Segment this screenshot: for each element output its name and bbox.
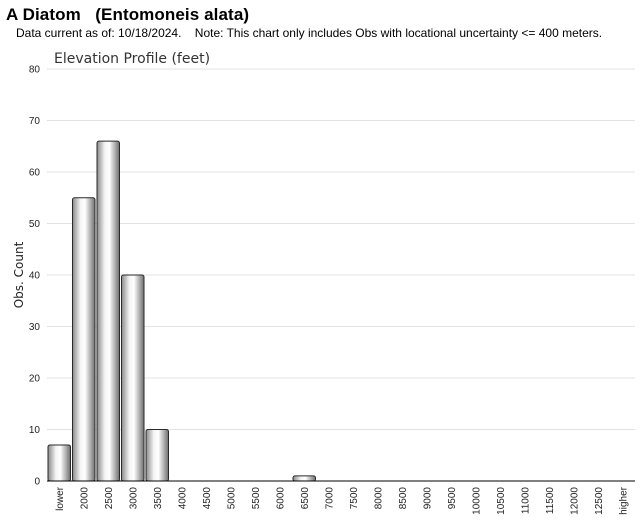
x-tick-label: 12000 (569, 487, 580, 515)
y-tick-label: 60 (29, 168, 41, 179)
bar-2000 (72, 197, 96, 482)
bar-6500 (292, 475, 316, 482)
x-tick-label: 6500 (300, 487, 311, 510)
x-tick-label: 2500 (104, 487, 115, 510)
data-note: Data current as of: 10/18/2024. Note: Th… (16, 26, 603, 40)
x-tick-label: 10500 (496, 487, 507, 515)
x-tick-label: 11500 (545, 487, 556, 515)
page-title: A Diatom (Entomoneis alata) (6, 5, 250, 24)
x-tick-label: 6000 (275, 487, 286, 510)
y-tick-label: 20 (29, 374, 41, 385)
gridlines (47, 68, 635, 430)
chart-title: Elevation Profile (feet) (54, 51, 210, 67)
y-tick-label: 40 (29, 271, 41, 282)
bars (47, 140, 316, 482)
x-tick-label: 7500 (349, 487, 360, 510)
y-tick-label: 30 (29, 322, 41, 333)
x-tick-labels: lower 2000 2500 3000 3500 4000 4500 5000 5500 600… (55, 486, 630, 514)
y-tick-label: 10 (29, 425, 41, 436)
x-tick-label: 9500 (447, 487, 458, 510)
x-tick-label: higher (618, 486, 629, 514)
x-tick-label: 10000 (471, 487, 482, 515)
x-tick-label: lower (55, 486, 66, 511)
x-tick-label: 2000 (79, 487, 90, 510)
x-tick-label: 5500 (251, 487, 262, 510)
x-tick-label: 12500 (594, 487, 605, 515)
bar-lower (47, 444, 71, 482)
bar-3000 (121, 274, 145, 482)
y-tick-label: 50 (29, 219, 41, 230)
x-tick-label: 3500 (153, 487, 164, 510)
x-tick-label: 5000 (226, 487, 237, 510)
x-tick-label: 8000 (373, 487, 384, 510)
x-tick-label: 3000 (128, 487, 139, 510)
bar-2500 (96, 140, 120, 482)
bar-3500 (145, 429, 169, 482)
y-tick-label: 70 (29, 116, 41, 127)
y-tick-labels: 0 10 20 30 40 50 60 70 80 (29, 65, 41, 488)
x-tick-label: 4500 (202, 487, 213, 510)
x-tick-label: 11000 (520, 487, 531, 515)
x-tick-label: 9000 (422, 487, 433, 510)
x-tick-label: 8500 (398, 487, 409, 510)
y-axis-label: Obs. Count (12, 241, 26, 308)
y-tick-label: 80 (29, 65, 41, 76)
x-tick-label: 4000 (177, 487, 188, 510)
y-tick-label: 0 (34, 477, 40, 488)
x-tick-label: 7000 (324, 487, 335, 510)
